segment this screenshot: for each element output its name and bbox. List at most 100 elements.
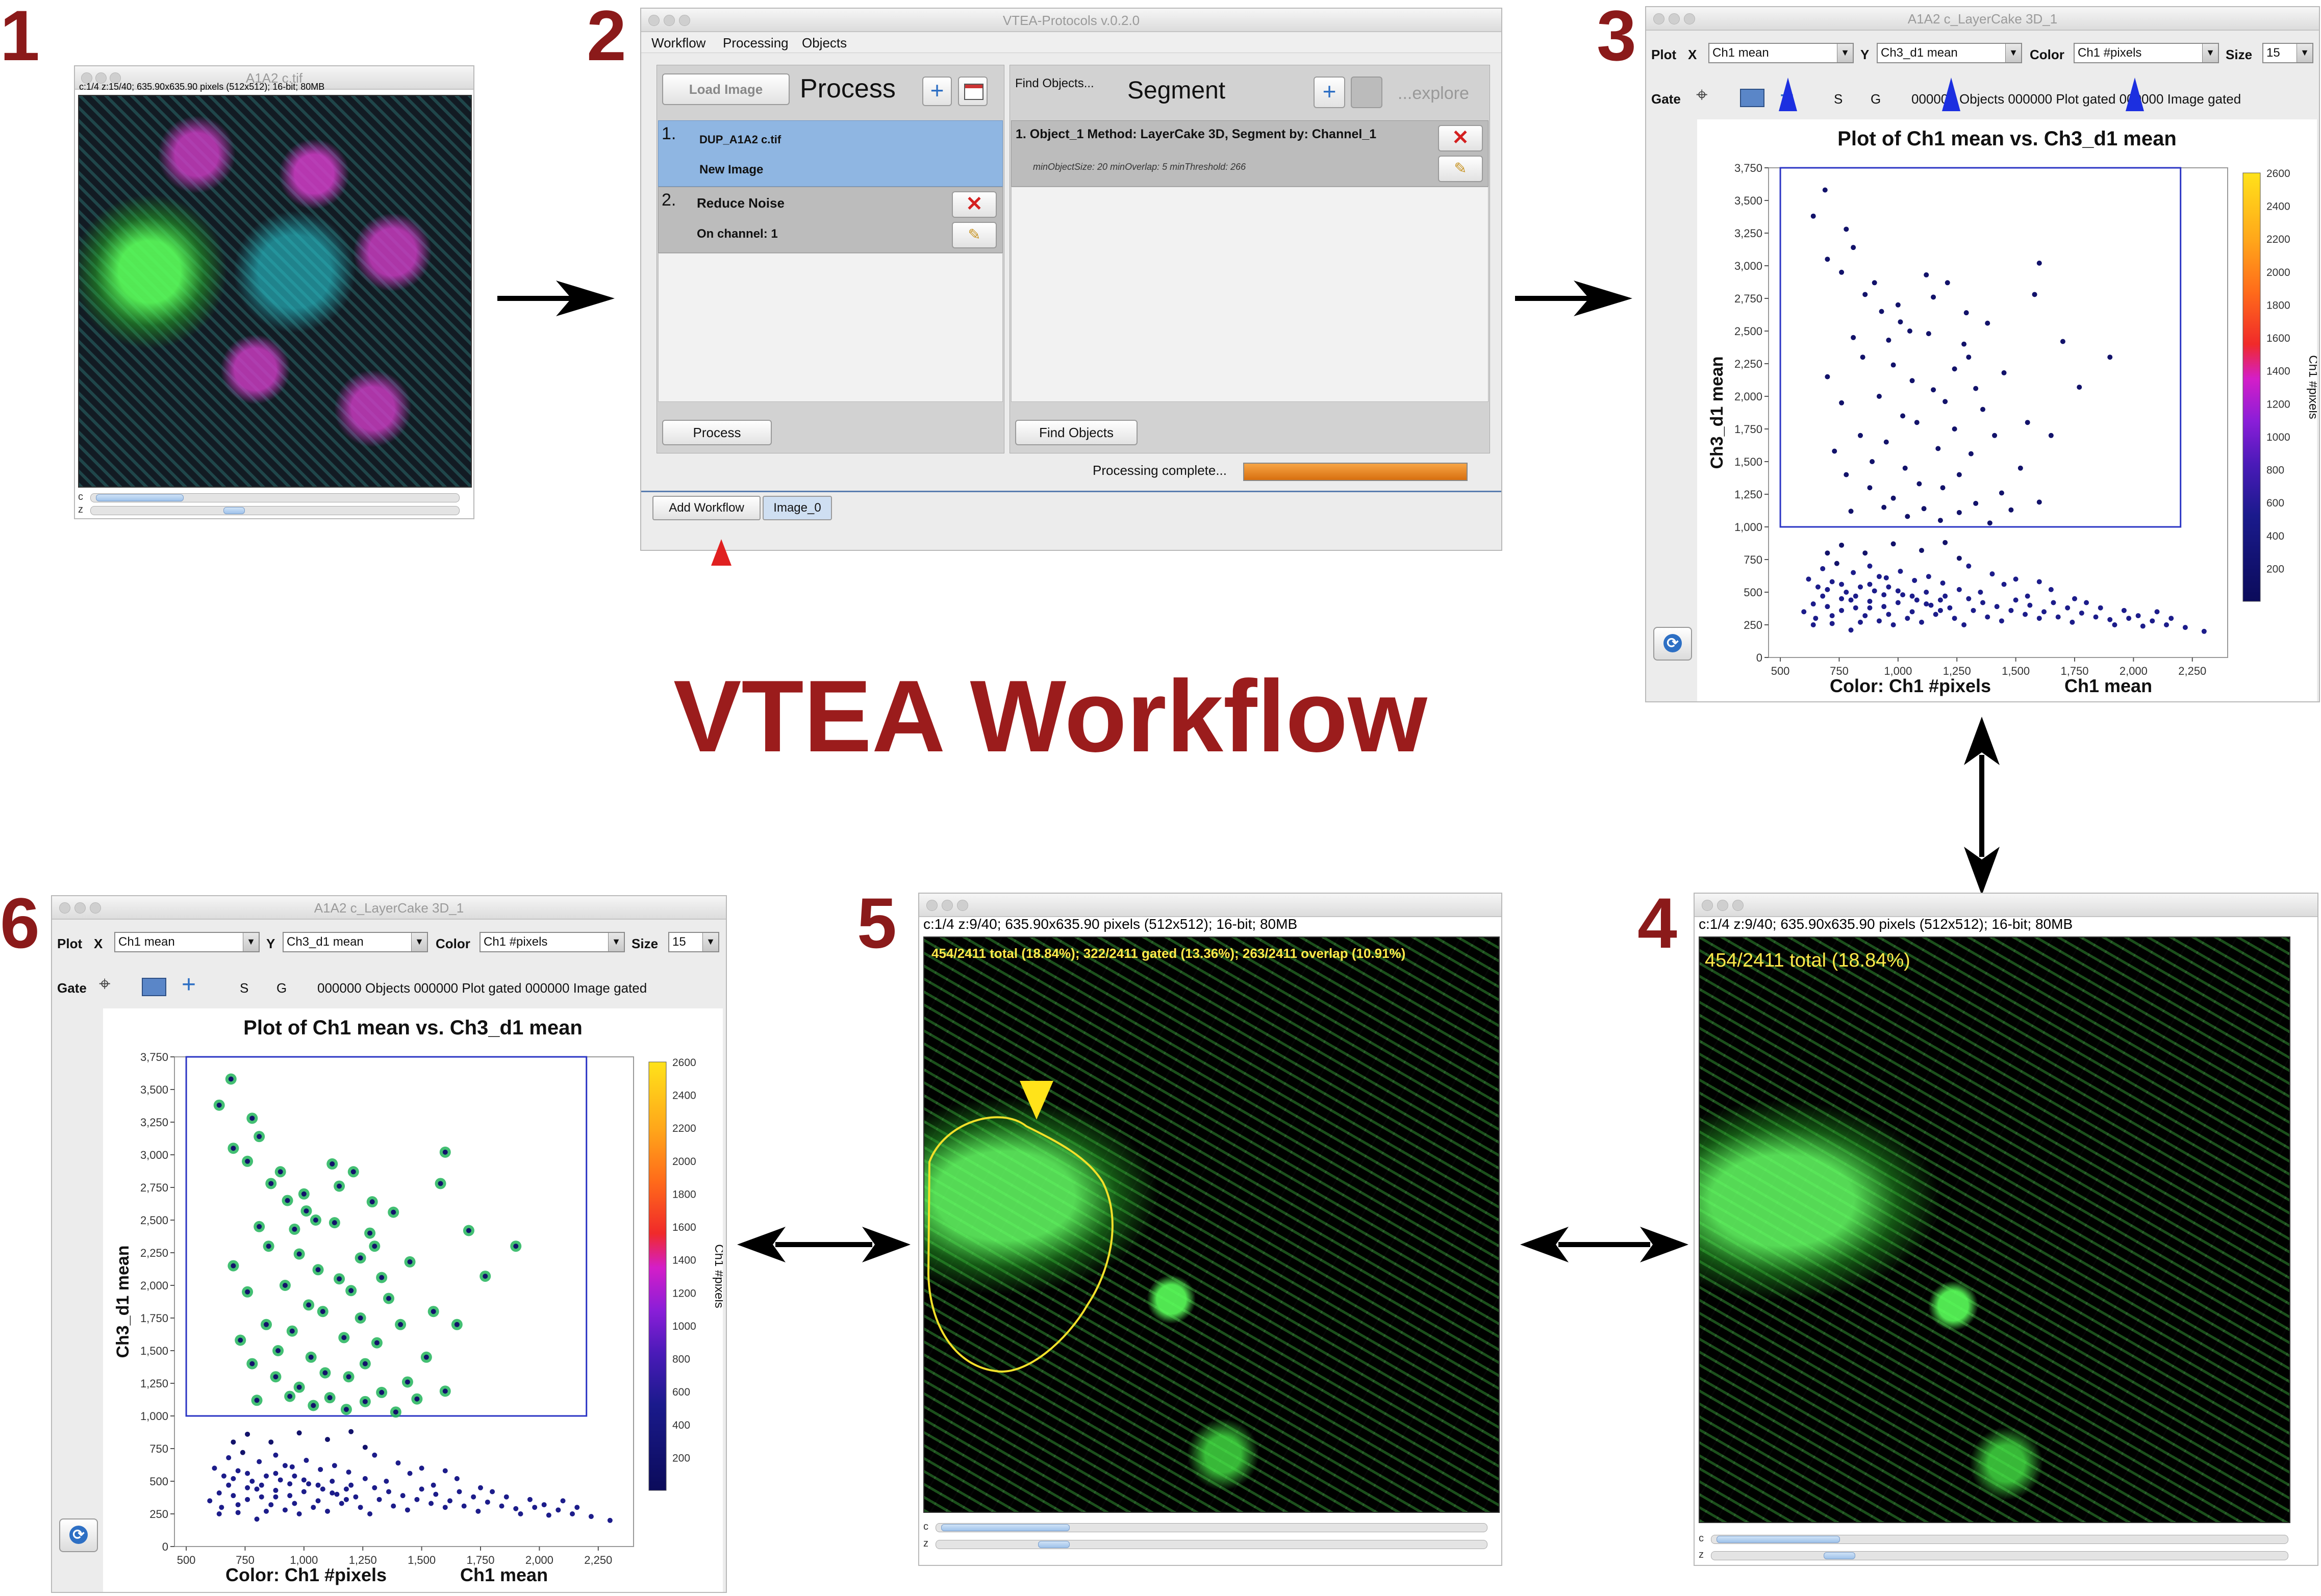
- data-point: [325, 1437, 330, 1442]
- rectangle-gate-icon[interactable]: [1740, 89, 1764, 107]
- data-point: [2093, 614, 2099, 620]
- data-point: [249, 1116, 255, 1121]
- delete-segment-button[interactable]: ✕: [1438, 125, 1483, 151]
- x-axis-select[interactable]: Ch1 mean ▼: [1708, 43, 1854, 63]
- data-point: [259, 1482, 264, 1488]
- close-dot[interactable]: [648, 15, 660, 26]
- data-point: [257, 1134, 262, 1139]
- segment-item-1[interactable]: 1. Object_1 Method: LayerCake 3D, Segmen…: [1011, 120, 1489, 187]
- menu-processing[interactable]: Processing: [723, 35, 789, 50]
- data-point: [337, 1183, 342, 1189]
- step-number-2: 2: [587, 0, 626, 75]
- data-point: [2164, 622, 2169, 627]
- refresh-button[interactable]: ⟳: [59, 1518, 98, 1552]
- size-select[interactable]: 15 ▼: [2262, 43, 2313, 63]
- colorbar-tick-label: 2600: [2266, 168, 2290, 180]
- minimize-dot[interactable]: [942, 900, 953, 911]
- process-button[interactable]: Process: [662, 420, 772, 445]
- data-point: [379, 1275, 385, 1280]
- add-segment-button[interactable]: +: [1314, 77, 1345, 108]
- zoom-dot[interactable]: [1732, 900, 1744, 911]
- fluorescence-image[interactable]: 454/2411 total (18.84%): [1699, 936, 2290, 1523]
- zoom-dot[interactable]: [110, 72, 121, 84]
- fluorescence-image[interactable]: [78, 95, 472, 488]
- data-point: [1956, 472, 1962, 477]
- process-item-1[interactable]: 1. DUP_A1A2 c.tif New Image: [658, 120, 1003, 187]
- minimize-dot[interactable]: [1669, 13, 1680, 24]
- s-label[interactable]: S: [240, 980, 249, 996]
- explore-label[interactable]: ...explore: [1398, 84, 1469, 103]
- add-workflow-tab[interactable]: Add Workflow: [652, 496, 761, 520]
- z-scrollbar[interactable]: z: [1699, 1549, 2301, 1561]
- data-point: [231, 1476, 236, 1481]
- close-dot[interactable]: [59, 902, 70, 914]
- data-point: [1844, 226, 1849, 232]
- data-point: [315, 1482, 321, 1488]
- menu-workflow[interactable]: Workflow: [651, 35, 706, 50]
- plot-title: Plot of Ch1 mean vs. Ch3_d1 mean: [1837, 128, 2177, 150]
- close-dot[interactable]: [926, 900, 938, 911]
- y-tick-label: 3,750: [1734, 162, 1762, 174]
- color-select[interactable]: Ch1 #pixels ▼: [480, 932, 625, 952]
- find-objects-button[interactable]: Find Objects: [1015, 420, 1138, 445]
- close-dot[interactable]: [81, 72, 92, 84]
- image-0-tab[interactable]: Image_0: [763, 496, 832, 520]
- data-point: [2036, 616, 2042, 621]
- window-icon-button[interactable]: [958, 77, 988, 106]
- minimize-dot[interactable]: [664, 15, 675, 26]
- image-overlay-text: 454/2411 total (18.84%); 322/2411 gated …: [931, 946, 1406, 961]
- data-point: [1876, 618, 1882, 624]
- y-axis-select[interactable]: Ch3_d1 mean ▼: [283, 932, 428, 952]
- segment-window-button[interactable]: [1351, 77, 1382, 108]
- polygon-gate-icon[interactable]: ⌖: [99, 973, 111, 995]
- z-scrollbar[interactable]: z: [923, 1538, 1500, 1550]
- size-select[interactable]: 15 ▼: [668, 932, 719, 952]
- data-point: [358, 1505, 363, 1510]
- data-point: [289, 1464, 295, 1470]
- zoom-dot[interactable]: [90, 902, 101, 914]
- data-point: [1834, 561, 1839, 566]
- data-point: [273, 1487, 279, 1493]
- x-axis-select[interactable]: Ch1 mean ▼: [114, 932, 260, 952]
- minimize-dot[interactable]: [74, 902, 86, 914]
- edit-segment-button[interactable]: ✎: [1438, 156, 1483, 182]
- data-point: [292, 1501, 297, 1506]
- z-scrollbar[interactable]: z: [78, 504, 472, 516]
- arrow-double-horizontal-45: [1520, 1227, 1688, 1262]
- scatter-plot[interactable]: 0 250 500 750 1,000 1,250 1,500 1,750 2,000 2,250…: [1697, 119, 2317, 702]
- channel-scrollbar[interactable]: c: [923, 1521, 1500, 1533]
- scatter-plot[interactable]: 0 250 500 750 1,000 1,250 1,500 1,750 2,000 2,250…: [103, 1008, 723, 1592]
- data-point: [1883, 439, 1889, 445]
- polygon-gate-icon[interactable]: ⌖: [1696, 84, 1708, 106]
- color-select[interactable]: Ch1 #pixels ▼: [2074, 43, 2219, 63]
- x-tick-label: 2,250: [584, 1554, 612, 1566]
- minimize-dot[interactable]: [95, 72, 107, 84]
- g-label[interactable]: G: [1871, 91, 1881, 107]
- data-point: [372, 1485, 377, 1490]
- y-axis-select[interactable]: Ch3_d1 mean ▼: [1877, 43, 2022, 63]
- zoom-dot[interactable]: [679, 15, 690, 26]
- channel-scrollbar[interactable]: c: [78, 491, 472, 503]
- menu-objects[interactable]: Objects: [802, 35, 847, 50]
- data-point: [296, 1384, 302, 1390]
- data-point: [296, 1511, 302, 1516]
- edit-step-button[interactable]: ✎: [952, 222, 997, 248]
- add-gate-icon[interactable]: +: [182, 971, 196, 998]
- data-point: [1956, 587, 1962, 592]
- zoom-dot[interactable]: [1684, 13, 1695, 24]
- red-pointer-icon: [711, 539, 731, 566]
- close-dot[interactable]: [1702, 900, 1713, 911]
- rectangle-gate-icon[interactable]: [142, 978, 166, 996]
- process-item-2[interactable]: 2. Reduce Noise On channel: 1 ✕ ✎: [658, 187, 1003, 253]
- zoom-dot[interactable]: [957, 900, 968, 911]
- load-image-button[interactable]: Load Image: [662, 73, 790, 105]
- g-label[interactable]: G: [276, 980, 287, 996]
- channel-scrollbar[interactable]: c: [1699, 1533, 2301, 1545]
- add-step-button[interactable]: +: [922, 77, 952, 106]
- close-dot[interactable]: [1653, 13, 1664, 24]
- refresh-button[interactable]: ⟳: [1653, 627, 1692, 661]
- fluorescence-image[interactable]: 454/2411 total (18.84%); 322/2411 gated …: [923, 936, 1500, 1513]
- s-label[interactable]: S: [1834, 91, 1843, 107]
- delete-step-button[interactable]: ✕: [952, 191, 997, 218]
- minimize-dot[interactable]: [1717, 900, 1728, 911]
